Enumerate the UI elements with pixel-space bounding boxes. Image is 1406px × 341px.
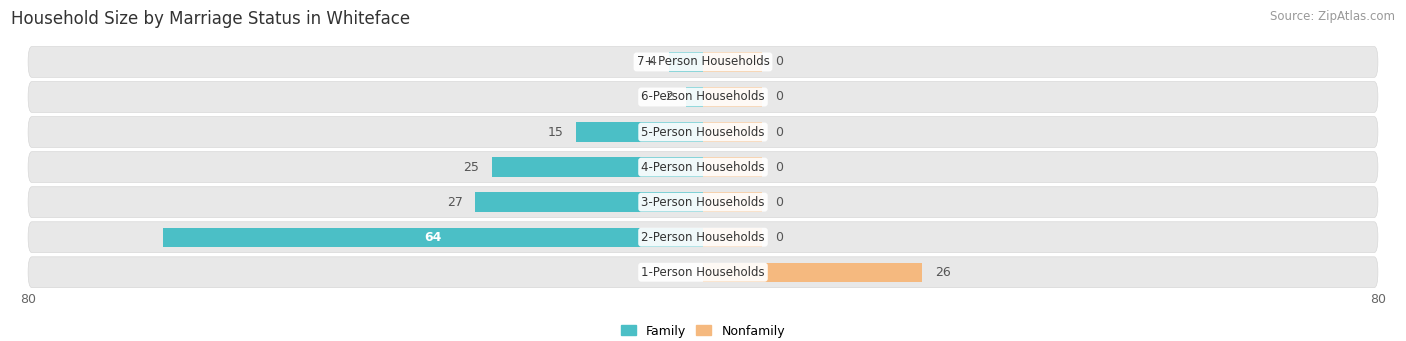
Text: 0: 0 <box>775 231 783 244</box>
Text: 27: 27 <box>447 196 463 209</box>
Text: 4: 4 <box>648 56 657 69</box>
Text: 2: 2 <box>665 90 673 104</box>
Bar <box>669 52 703 72</box>
Text: 1-Person Households: 1-Person Households <box>641 266 765 279</box>
Text: 0: 0 <box>775 196 783 209</box>
Text: 2-Person Households: 2-Person Households <box>641 231 765 244</box>
Bar <box>703 122 762 142</box>
Bar <box>163 227 703 247</box>
FancyBboxPatch shape <box>28 81 1378 113</box>
Bar <box>703 263 922 282</box>
Text: 0: 0 <box>775 56 783 69</box>
Text: 25: 25 <box>464 161 479 174</box>
Text: 5-Person Households: 5-Person Households <box>641 125 765 138</box>
Text: 0: 0 <box>775 125 783 138</box>
Legend: Family, Nonfamily: Family, Nonfamily <box>616 320 790 341</box>
FancyBboxPatch shape <box>28 187 1378 218</box>
Text: 80: 80 <box>20 293 37 306</box>
Bar <box>576 122 703 142</box>
FancyBboxPatch shape <box>28 46 1378 77</box>
Text: 0: 0 <box>775 90 783 104</box>
Bar <box>475 193 703 212</box>
Bar <box>686 87 703 107</box>
Bar <box>703 87 762 107</box>
FancyBboxPatch shape <box>28 257 1378 288</box>
Text: 15: 15 <box>548 125 564 138</box>
Bar <box>703 158 762 177</box>
FancyBboxPatch shape <box>28 117 1378 147</box>
Bar <box>703 227 762 247</box>
Text: 0: 0 <box>775 161 783 174</box>
FancyBboxPatch shape <box>28 152 1378 182</box>
Text: Source: ZipAtlas.com: Source: ZipAtlas.com <box>1270 10 1395 23</box>
FancyBboxPatch shape <box>28 222 1378 253</box>
Text: 3-Person Households: 3-Person Households <box>641 196 765 209</box>
Text: Household Size by Marriage Status in Whiteface: Household Size by Marriage Status in Whi… <box>11 10 411 28</box>
Bar <box>703 193 762 212</box>
Text: 7+ Person Households: 7+ Person Households <box>637 56 769 69</box>
Text: 4-Person Households: 4-Person Households <box>641 161 765 174</box>
Text: 6-Person Households: 6-Person Households <box>641 90 765 104</box>
Text: 80: 80 <box>1369 293 1386 306</box>
Text: 64: 64 <box>425 231 441 244</box>
Text: 26: 26 <box>935 266 950 279</box>
Bar <box>703 52 762 72</box>
Bar <box>492 158 703 177</box>
